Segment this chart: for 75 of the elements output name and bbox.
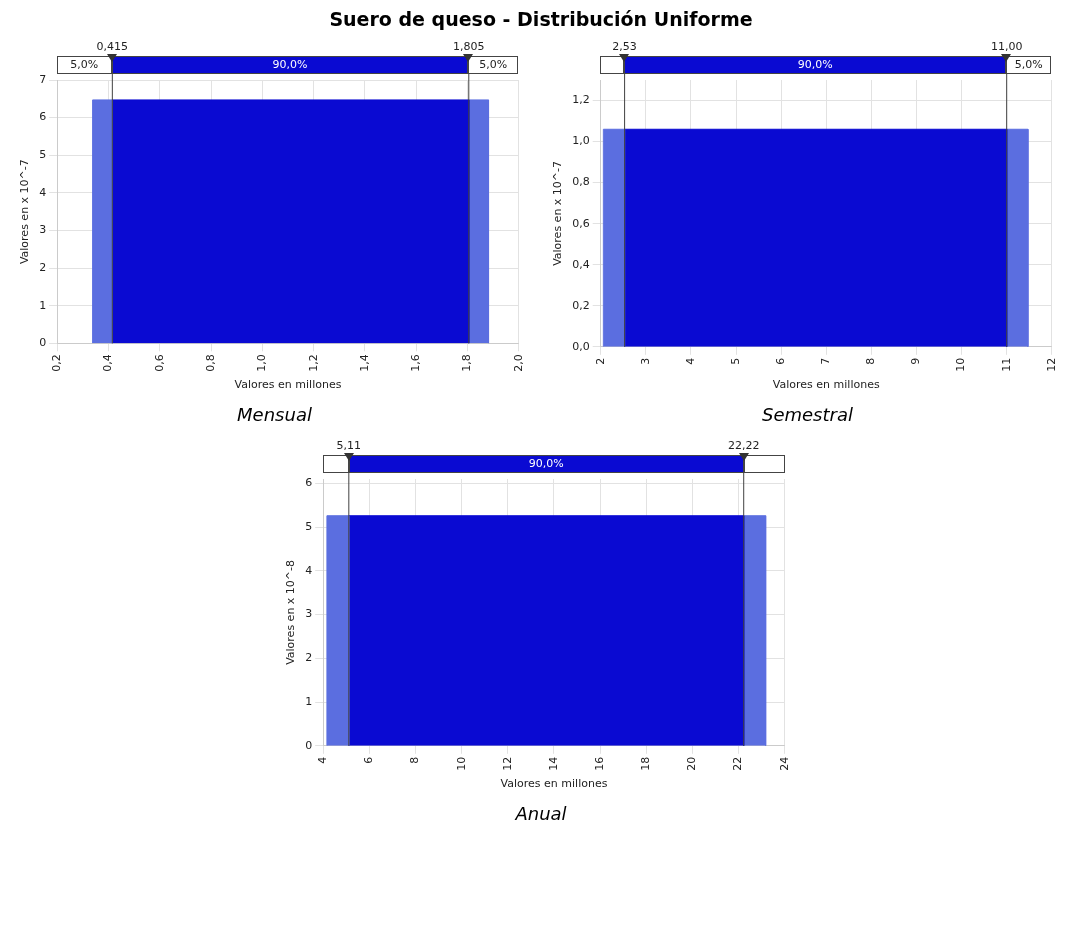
ref-line-label: 22,22	[727, 439, 760, 453]
y-tick-label: 0,2	[571, 298, 590, 312]
y-tick-label: 0,6	[571, 216, 590, 230]
x-tick-label: 6	[773, 357, 787, 365]
y-tick-label: 6	[305, 476, 313, 490]
x-tick-label: 18	[639, 756, 653, 771]
ref-line-label: 0,415	[96, 40, 128, 54]
y-tick-label: 0	[305, 738, 313, 752]
x-tick-label: 16	[593, 756, 607, 771]
x-tick-label: 2,0	[511, 354, 525, 372]
x-tick-label: 20	[685, 756, 699, 771]
chart-title: Suero de queso - Distribución Uniforme	[328, 8, 754, 30]
y-axis-title: Valores en x 10^-7	[17, 159, 31, 265]
y-tick-label: 1,0	[571, 134, 590, 148]
x-tick-label: 4	[316, 756, 330, 764]
text: 5,0%	[478, 58, 509, 72]
x-tick-label: 5	[728, 357, 742, 365]
x-tick-label: 1,8	[459, 354, 473, 372]
y-tick-label: 2	[38, 260, 46, 274]
x-tick-label: 9	[908, 357, 922, 365]
x-tick-label: 0,2	[49, 354, 63, 372]
text: Mensual	[236, 404, 313, 425]
x-tick-label: 22	[731, 756, 745, 771]
x-tick-label: 0,4	[100, 354, 114, 372]
text: 90,0%	[527, 457, 565, 471]
x-tick-label: 1,6	[408, 354, 422, 372]
x-tick-label: 14	[546, 756, 560, 771]
x-tick-label: 24	[777, 756, 791, 771]
x-tick-label: 2	[593, 357, 607, 365]
y-axis-title: Valores en x 10^-7	[550, 160, 564, 266]
text: 5,0%	[1013, 58, 1044, 72]
x-tick-label: 11	[999, 357, 1013, 372]
text: Semestral	[761, 404, 854, 425]
x-tick-label: 10	[454, 756, 468, 771]
y-tick-label: 1	[305, 694, 313, 708]
x-tick-label: 4	[683, 357, 697, 365]
y-tick-label: 0,0	[571, 339, 590, 353]
y-tick-label: 4	[38, 185, 46, 199]
y-tick-label: 5	[305, 519, 313, 533]
y-tick-label: 2	[305, 651, 313, 665]
x-tick-label: 10	[953, 357, 967, 372]
x-tick-label: 0,6	[152, 354, 166, 372]
ref-line-label: 5,11	[336, 439, 362, 453]
y-tick-label: 4	[305, 563, 313, 577]
x-axis-title: Valores en millones	[500, 777, 608, 791]
x-tick-label: 1,4	[357, 354, 371, 372]
y-tick-label: 0,4	[571, 257, 590, 271]
text: 5,0%	[54, 58, 115, 72]
y-tick-label: 1,2	[571, 93, 590, 107]
x-tick-label: 8	[863, 357, 877, 365]
ref-line-label: 1,805	[452, 40, 485, 54]
text: 90,0%	[796, 58, 834, 72]
x-tick-label: 3	[638, 357, 652, 365]
x-tick-label: 8	[408, 756, 422, 764]
x-axis-title: Valores en millones	[234, 378, 342, 392]
y-tick-label: 3	[305, 607, 313, 621]
x-tick-label: 12	[1044, 357, 1058, 372]
y-axis-title: Valores en x 10^-8	[284, 559, 298, 665]
x-tick-label: 7	[818, 357, 832, 365]
y-tick-label: 3	[38, 223, 46, 237]
y-tick-label: 5	[38, 148, 46, 162]
x-tick-label: 12	[500, 756, 514, 771]
text: 90,0%	[271, 58, 309, 72]
x-tick-label: 1,0	[254, 354, 268, 372]
y-tick-label: 1	[38, 298, 46, 312]
y-tick-label: 0,8	[571, 175, 590, 189]
y-tick-label: 7	[38, 72, 46, 86]
y-tick-label: 6	[38, 110, 46, 124]
ref-line-label: 11,00	[990, 40, 1022, 54]
x-tick-label: 6	[362, 756, 376, 764]
y-tick-label: 0	[38, 336, 46, 350]
x-axis-title: Valores en millones	[772, 378, 880, 392]
text: Anual	[513, 803, 568, 824]
ref-line-label: 2,53	[611, 40, 637, 54]
x-tick-label: 0,8	[203, 354, 217, 372]
